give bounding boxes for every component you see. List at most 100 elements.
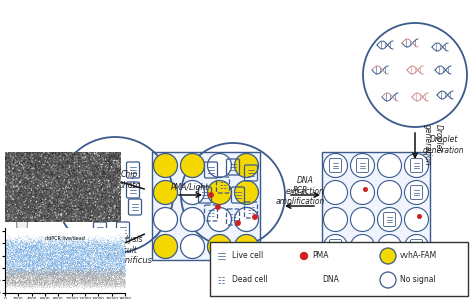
Point (63, 248, 71, 253)
Point (31, 244, 38, 249)
Point (118, 284, 126, 289)
Point (24, 280, 31, 285)
Point (13, 266, 21, 271)
Point (116, 257, 124, 262)
Point (50, 267, 57, 272)
Point (9, 276, 17, 281)
Point (50, 241, 58, 246)
Point (120, 259, 128, 264)
Point (104, 240, 111, 245)
Point (20, 247, 27, 251)
Point (118, 266, 125, 271)
Point (22, 263, 30, 267)
Point (73, 245, 80, 250)
Point (97, 280, 105, 284)
Point (74, 268, 82, 273)
Point (50, 278, 58, 283)
Point (119, 271, 127, 276)
Point (28, 275, 36, 280)
Point (82, 277, 89, 282)
Point (100, 269, 108, 274)
Point (62, 252, 69, 257)
Point (54, 273, 62, 278)
Text: Analysis
result: Analysis result (111, 235, 143, 255)
Point (46, 253, 54, 258)
Point (121, 260, 128, 265)
Point (42, 258, 49, 263)
Point (18, 275, 25, 280)
Point (81, 252, 88, 257)
Point (74, 238, 82, 243)
Point (22, 280, 29, 285)
Point (2, 272, 10, 277)
Point (51, 269, 59, 274)
Point (60, 252, 68, 257)
Point (17, 280, 25, 285)
Point (47, 264, 55, 269)
Point (5, 244, 12, 248)
Point (73, 282, 81, 287)
Point (5, 272, 13, 277)
Point (86, 280, 93, 284)
Point (105, 248, 113, 252)
Point (30, 276, 37, 280)
Point (66, 257, 73, 262)
Point (34, 277, 41, 282)
Point (114, 271, 122, 276)
Point (52, 274, 60, 279)
Point (84, 239, 91, 244)
Point (106, 263, 114, 267)
Point (28, 249, 36, 254)
Point (100, 286, 108, 290)
Point (110, 282, 118, 287)
Point (8, 271, 16, 276)
Point (82, 271, 89, 276)
Point (116, 261, 123, 266)
Point (36, 277, 44, 282)
Point (45, 271, 52, 276)
Point (60, 253, 67, 258)
Point (12, 260, 20, 265)
Point (73, 281, 81, 286)
Point (95, 234, 102, 239)
Point (86, 271, 94, 275)
Point (104, 284, 111, 289)
Point (103, 279, 111, 284)
Point (10, 264, 18, 269)
Point (20, 283, 27, 288)
Point (34, 257, 42, 262)
Point (92, 259, 100, 263)
Point (94, 273, 101, 278)
Point (86, 266, 93, 271)
Point (12, 272, 20, 277)
Point (43, 233, 51, 238)
Point (83, 261, 91, 266)
Point (52, 271, 59, 276)
Point (33, 275, 41, 280)
Point (69, 280, 76, 285)
Point (113, 280, 121, 285)
Point (66, 268, 73, 273)
Point (60, 248, 68, 253)
Point (56, 244, 64, 249)
Point (96, 254, 104, 259)
Point (114, 261, 121, 266)
Point (112, 271, 120, 276)
Point (6, 266, 14, 271)
Point (69, 236, 77, 240)
Point (97, 265, 104, 270)
Point (60, 269, 68, 273)
Point (66, 265, 73, 269)
Point (68, 245, 75, 250)
Point (117, 263, 124, 267)
Point (29, 273, 37, 277)
Point (116, 272, 124, 277)
Point (83, 246, 91, 251)
Point (25, 275, 33, 280)
Point (22, 277, 29, 282)
Point (12, 279, 20, 284)
Point (67, 266, 74, 271)
Point (121, 271, 128, 276)
Point (25, 242, 33, 247)
Point (29, 266, 37, 270)
